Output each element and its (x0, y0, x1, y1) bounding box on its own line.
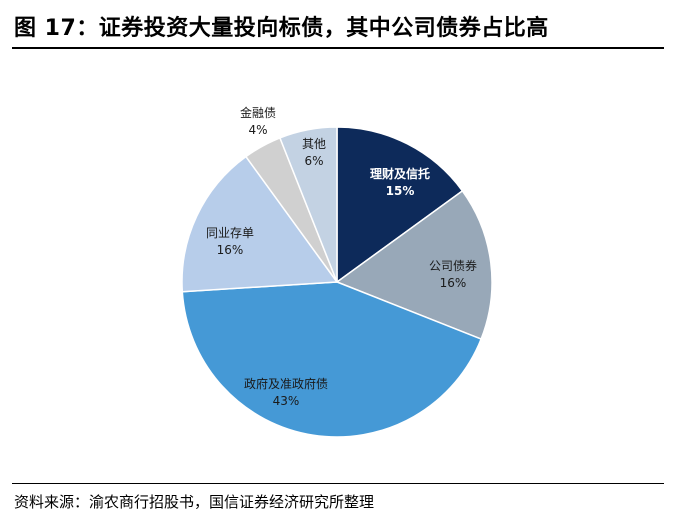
pie-slice (181, 155, 339, 293)
slice-value-label: 4% (248, 123, 267, 137)
slice-value-label: 6% (304, 154, 323, 168)
source-rule (12, 483, 664, 484)
slice-value-label: 16% (217, 243, 244, 257)
pie-chart: 理财及信托 15% 公司债券 16% 政府及准政府债 43% 同业存单 16% 金融债 4% 其他 6… (181, 105, 493, 438)
pie-slice (336, 126, 464, 284)
slice-label: 同业存单 (206, 226, 254, 240)
source-note: 资料来源：渝农商行招股书，国信证券经济研究所整理 (14, 493, 375, 511)
slice-label: 政府及准政府债 (244, 376, 328, 391)
slice-value-label: 16% (440, 276, 467, 290)
pie-slice (335, 189, 493, 341)
pie-labels: 理财及信托 15% 公司债券 16% 政府及准政府债 43% 同业存单 16% 金融债 4% 其他 6… (206, 105, 477, 408)
slice-value-label: 15% (386, 184, 415, 198)
pie-slice (278, 126, 338, 283)
pie-slices (181, 126, 493, 438)
slice-label: 其他 (302, 137, 326, 151)
slice-label: 公司债券 (429, 258, 477, 273)
title-rule (12, 47, 664, 49)
slice-value-label: 43% (273, 394, 300, 408)
slice-label: 理财及信托 (370, 166, 430, 181)
slice-label: 金融债 (240, 105, 276, 120)
pie-slice (181, 281, 483, 438)
figure-title: 图 17：证券投资大量投向标债，其中公司债券占比高 (14, 16, 549, 41)
